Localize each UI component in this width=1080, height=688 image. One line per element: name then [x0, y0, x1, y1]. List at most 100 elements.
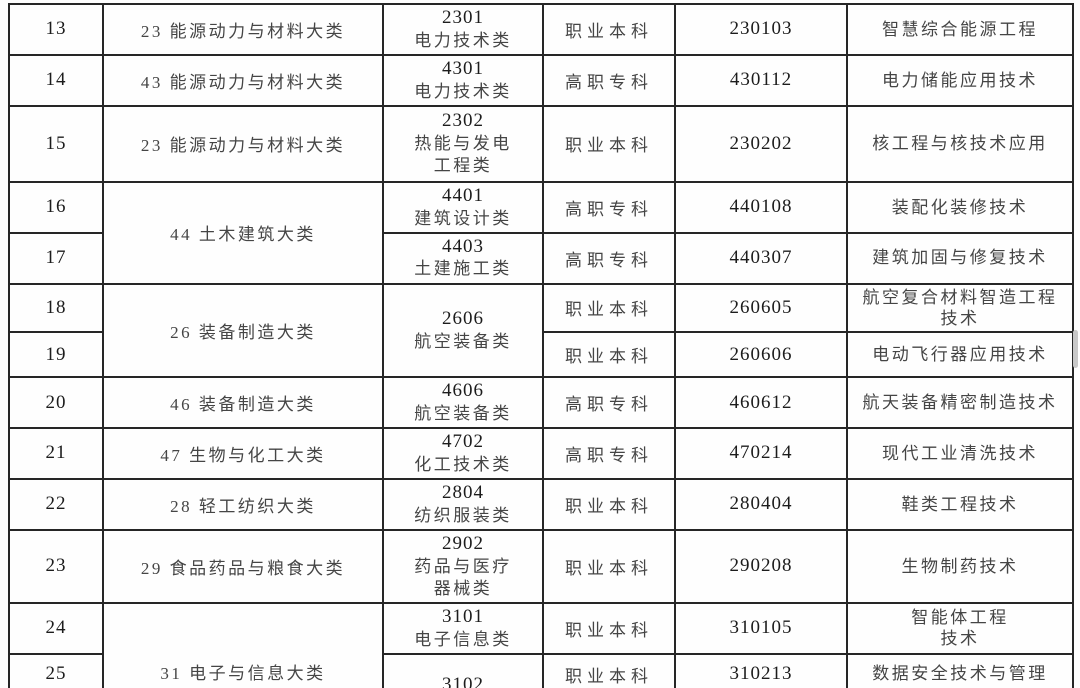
- subclass-code: 3101: [442, 605, 484, 627]
- code-cell: 230202: [674, 104, 848, 183]
- level-cell: 职业本科: [542, 652, 676, 688]
- level-cell: 高职专科: [542, 53, 676, 107]
- subclass-code: 2902: [442, 532, 484, 554]
- code-cell: 260606: [674, 331, 848, 379]
- scrollbar-thumb[interactable]: [1073, 330, 1078, 368]
- code-cell: 470214: [674, 426, 848, 480]
- level-cell: 高职专科: [542, 426, 676, 480]
- subclass-code: 3102: [442, 674, 484, 688]
- program-cell: 鞋类工程技术: [846, 477, 1074, 531]
- row-number-cell: 21: [8, 426, 104, 480]
- table-row: 19 职业本科 260606 电动飞行器应用技术: [8, 331, 1074, 379]
- subclass-name: 电子信息类: [414, 629, 512, 649]
- subclass-code: 2301: [442, 7, 484, 28]
- row-number-cell: 16: [8, 180, 104, 234]
- category-cell: 23 能源动力与材料大类: [102, 104, 384, 183]
- code-cell: 440307: [674, 231, 848, 285]
- program-cell: 航空复合材料智造工程 技术: [846, 282, 1074, 334]
- level-cell: 职业本科: [542, 528, 676, 604]
- subclass-code: 4606: [442, 380, 484, 402]
- table-row: 18 26 装备制造大类 2606 航空装备类 职业本科 260605 航空复合…: [8, 282, 1074, 379]
- program-cell: 电力储能应用技术: [846, 53, 1074, 107]
- program-cell: 电动飞行器应用技术: [846, 331, 1074, 379]
- subclass-name: 土建施工类: [414, 259, 512, 279]
- level-cell: 职业本科: [542, 601, 676, 655]
- row-number-cell: 13: [8, 3, 104, 56]
- level-cell: 职业本科: [542, 477, 676, 531]
- table-row: 17 4403 土建施工类 高职专科 440307 建筑加固与修复技术: [8, 231, 1074, 285]
- level-cell: 职业本科: [542, 104, 676, 183]
- row-number-cell: 19: [8, 331, 104, 379]
- table-row: 22 28 轻工纺织大类 2804 纺织服装类 职业本科 280404 鞋类工程…: [8, 477, 1074, 531]
- row-number-cell: 17: [8, 231, 104, 285]
- subclass-code: 2804: [442, 481, 484, 503]
- subclass-name: 热能与发电 工程类: [414, 134, 512, 176]
- table-row: 15 23 能源动力与材料大类 2302 热能与发电 工程类 职业本科 2302…: [8, 104, 1074, 183]
- subclass-code: 4301: [442, 57, 484, 79]
- subclass-cell: 4702 化工技术类: [382, 426, 544, 480]
- subclass-name: 药品与医疗 器械类: [414, 556, 512, 598]
- subclass-name: 化工技术类: [414, 454, 512, 474]
- code-cell: 460612: [674, 376, 848, 429]
- program-cell: 航天装备精密制造技术: [846, 376, 1074, 429]
- row-number-cell: 22: [8, 477, 104, 531]
- program-cell: 智慧综合能源工程: [846, 3, 1074, 56]
- program-table: 13 23 能源动力与材料大类 2301 电力技术类 职业本科 230103 智…: [8, 3, 1074, 688]
- table-row: 16 44 土木建筑大类 4401 建筑设计类 高职专科 440108 装配化装…: [8, 180, 1074, 285]
- code-cell: 260605: [674, 282, 848, 334]
- subclass-cell: 4403 土建施工类: [382, 231, 544, 285]
- category-cell: 43 能源动力与材料大类: [102, 53, 384, 107]
- row-number-cell: 14: [8, 53, 104, 107]
- subclass-cell: 2804 纺织服装类: [382, 477, 544, 531]
- code-cell: 310105: [674, 601, 848, 655]
- table-row: 23 29 食品药品与粮食大类 2902 药品与医疗 器械类 职业本科 2902…: [8, 528, 1074, 604]
- subclass-cell: 2302 热能与发电 工程类: [382, 104, 544, 183]
- subclass-name: 电力技术类: [414, 30, 512, 50]
- level-cell: 职业本科: [542, 331, 676, 379]
- subclass-name: 航空装备类: [414, 331, 512, 351]
- subclass-cell: 3102 计算机类: [382, 652, 544, 688]
- table-row: 14 43 能源动力与材料大类 4301 电力技术类 高职专科 430112 电…: [8, 53, 1074, 107]
- program-cell: 现代工业清洗技术: [846, 426, 1074, 480]
- subclass-name: 航空装备类: [414, 403, 512, 423]
- level-cell: 职业本科: [542, 3, 676, 56]
- subclass-name: 纺织服装类: [414, 505, 512, 525]
- subclass-cell: 2606 航空装备类: [382, 282, 544, 379]
- level-cell: 高职专科: [542, 376, 676, 429]
- subclass-code: 4403: [442, 235, 484, 257]
- subclass-cell: 2902 药品与医疗 器械类: [382, 528, 544, 604]
- table-row: 20 46 装备制造大类 4606 航空装备类 高职专科 460612 航天装备…: [8, 376, 1074, 429]
- code-cell: 280404: [674, 477, 848, 531]
- subclass-cell: 4401 建筑设计类: [382, 180, 544, 234]
- code-cell: 230103: [674, 3, 848, 56]
- category-cell: 46 装备制造大类: [102, 376, 384, 429]
- program-cell: 建筑加固与修复技术: [846, 231, 1074, 285]
- code-cell: 430112: [674, 53, 848, 107]
- row-number-cell: 23: [8, 528, 104, 604]
- table-row: 13 23 能源动力与材料大类 2301 电力技术类 职业本科 230103 智…: [8, 3, 1074, 56]
- subclass-cell: 2301 电力技术类: [382, 3, 544, 56]
- category-cell: 29 食品药品与粮食大类: [102, 528, 384, 604]
- table-row: 25 3102 计算机类 职业本科 310213 数据安全技术与管理: [8, 652, 1074, 688]
- program-cell: 智能体工程 技术: [846, 601, 1074, 655]
- program-cell: 生物制药技术: [846, 528, 1074, 604]
- row-number-cell: 25: [8, 652, 104, 688]
- level-cell: 高职专科: [542, 180, 676, 234]
- table-row: 24 31 电子与信息大类 3101 电子信息类 职业本科 310105 智能体…: [8, 601, 1074, 688]
- category-cell: 31 电子与信息大类: [102, 601, 384, 688]
- subclass-name: 建筑设计类: [414, 208, 512, 228]
- level-cell: 职业本科: [542, 282, 676, 334]
- subclass-code: 4401: [442, 184, 484, 206]
- code-cell: 310213: [674, 652, 848, 688]
- subclass-code: 2302: [442, 110, 484, 132]
- program-cell: 装配化装修技术: [846, 180, 1074, 234]
- row-number-cell: 18: [8, 282, 104, 334]
- category-cell: 44 土木建筑大类: [102, 180, 384, 285]
- category-cell: 47 生物与化工大类: [102, 426, 384, 480]
- category-cell: 28 轻工纺织大类: [102, 477, 384, 531]
- level-cell: 高职专科: [542, 231, 676, 285]
- program-cell: 核工程与核技术应用: [846, 104, 1074, 183]
- row-number-cell: 20: [8, 376, 104, 429]
- subclass-code: 2606: [442, 307, 484, 329]
